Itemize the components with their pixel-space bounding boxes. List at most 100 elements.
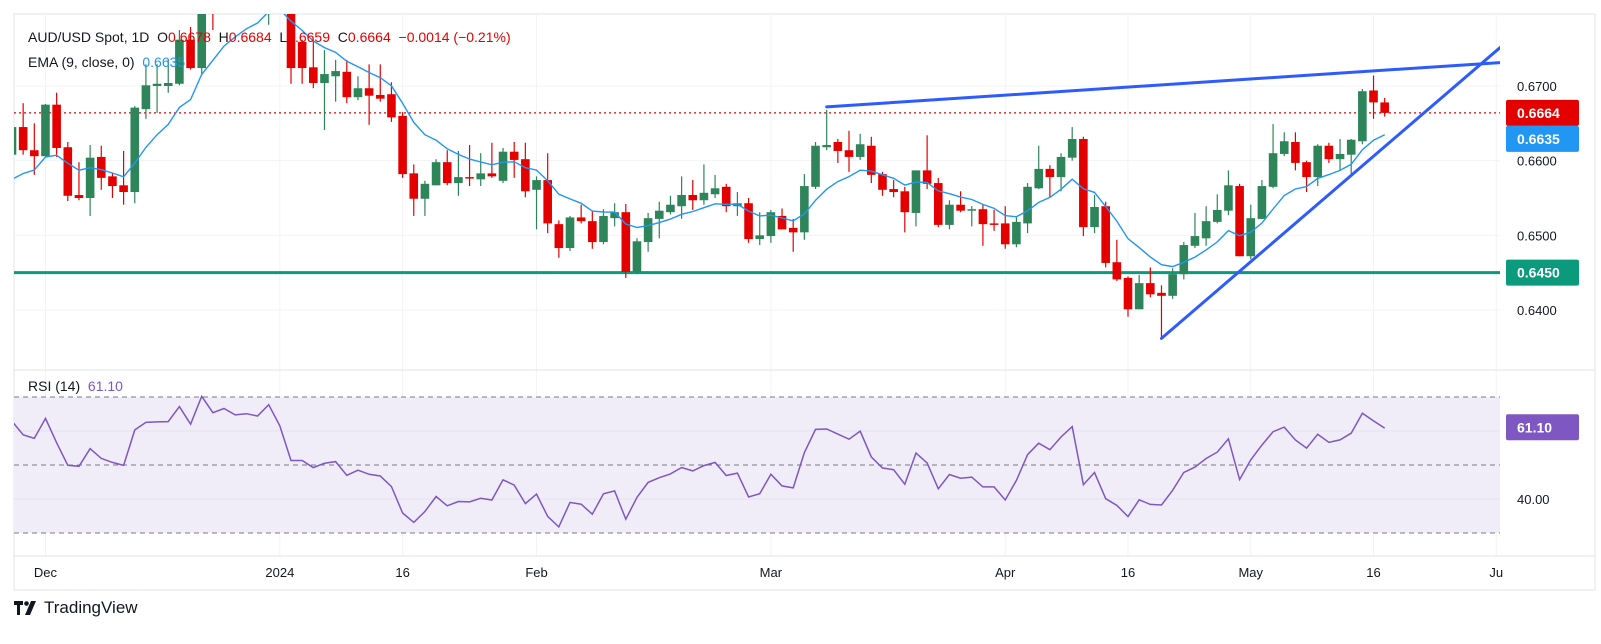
candle-bullish — [476, 153, 486, 187]
candle-body — [509, 151, 519, 160]
candle-body — [699, 192, 709, 201]
symbol-title: AUD/USD Spot, 1D — [28, 29, 150, 45]
candle-bullish — [643, 212, 653, 252]
candle-body — [1246, 218, 1256, 257]
candle-body — [1056, 156, 1066, 178]
candle-bullish — [220, 0, 229, 11]
candle-body — [1101, 206, 1110, 263]
candle-body — [532, 180, 541, 190]
price-axis-label: 0.6700 — [1517, 79, 1557, 94]
candle-bullish — [811, 142, 820, 190]
ema-legend[interactable]: EMA (9, close, 0) 0.6635 — [28, 53, 185, 71]
candle-body — [621, 212, 631, 272]
candle-body — [1235, 186, 1244, 257]
price-axis-label: 0.6600 — [1517, 154, 1557, 169]
candle-body — [96, 156, 106, 178]
high-value: 0.6684 — [228, 29, 272, 45]
candle-body — [353, 88, 363, 98]
candle-bullish — [1346, 139, 1356, 177]
candle-bullish — [1224, 170, 1233, 216]
candle-body — [130, 107, 140, 193]
rsi-legend[interactable]: RSI (14) 61.10 — [28, 377, 123, 395]
candle-body — [209, 0, 218, 4]
candle-body — [197, 14, 207, 69]
rsi-pane[interactable] — [12, 394, 1500, 534]
candle-body — [476, 173, 486, 180]
candle-bearish — [922, 135, 932, 190]
candle-bearish — [621, 203, 631, 278]
candle-bearish — [878, 171, 887, 196]
time-axis[interactable]: Dec 2024 16 Feb Mar Apr 16 May 16 Ju — [34, 565, 1503, 580]
candle-body — [297, 41, 307, 69]
candle-bullish — [141, 64, 151, 119]
high-label: H — [218, 29, 229, 45]
candle-bullish — [1090, 195, 1099, 234]
trendlines[interactable] — [825, 41, 1508, 340]
candle-bullish — [800, 174, 809, 240]
candle-body — [878, 174, 887, 190]
candle-body — [643, 218, 653, 243]
candle-body — [220, 0, 229, 4]
open-label: O — [157, 29, 169, 45]
price-axis-label: 0.6500 — [1517, 228, 1557, 243]
candle-bearish — [63, 142, 73, 201]
candle-body — [387, 94, 396, 118]
candle-body — [186, 39, 195, 69]
low-value: 0.6659 — [287, 29, 331, 45]
time-axis-label: Apr — [995, 565, 1016, 580]
candle-body — [744, 203, 753, 240]
candle-body — [85, 157, 95, 199]
candle-body — [844, 150, 854, 157]
candle-bearish — [1045, 165, 1055, 199]
candle-body — [956, 204, 965, 211]
candle-bullish — [1034, 145, 1044, 190]
rsi-label: RSI (14) — [28, 378, 81, 394]
candle-bullish — [632, 238, 642, 275]
time-axis-label: May — [1238, 565, 1263, 580]
trendline-upper-resistance[interactable] — [825, 61, 1508, 109]
candle-bullish — [610, 203, 619, 227]
trendline-rising-support[interactable] — [1159, 41, 1507, 340]
candle-body — [119, 185, 128, 193]
tradingview-wordmark: TradingView — [44, 598, 138, 617]
candle-body — [431, 162, 441, 186]
ema-label: EMA (9, close, 0) — [28, 54, 135, 70]
price-axis[interactable]: 0.6700 0.6600 0.6500 0.6400 — [1517, 79, 1557, 318]
candle-body — [721, 186, 731, 207]
candle-body — [1090, 206, 1099, 228]
candle-body — [420, 183, 430, 199]
candle-bullish — [822, 109, 831, 151]
candle-bullish — [353, 76, 363, 101]
candle-bullish — [1023, 183, 1032, 234]
candle-bearish — [900, 186, 910, 233]
time-axis-label: Feb — [525, 565, 547, 580]
candle-body — [163, 83, 173, 86]
open-value: 0.6678 — [168, 29, 211, 45]
candle-body — [63, 147, 73, 196]
candle-bearish — [108, 173, 117, 199]
candle-body — [1380, 102, 1389, 113]
candle-body — [521, 159, 530, 192]
candle-bearish — [398, 112, 407, 178]
low-label: L — [279, 29, 288, 45]
candle-body — [766, 212, 776, 237]
candle-bullish — [420, 180, 430, 216]
time-axis-label: 16 — [1366, 565, 1380, 580]
candle-body — [1045, 168, 1055, 178]
candle-body — [1279, 141, 1289, 154]
candle-bullish — [1179, 242, 1189, 280]
candle-bearish — [297, 39, 307, 84]
candle-body — [1302, 162, 1311, 178]
tradingview-logo[interactable]: TradingView — [14, 598, 138, 618]
candle-bearish — [465, 144, 474, 187]
rsi-axis[interactable]: 40.00 — [1517, 492, 1550, 507]
candle-bullish — [1212, 194, 1222, 224]
candle-body — [1268, 153, 1278, 187]
candle-body — [1190, 236, 1200, 246]
candle-bullish — [197, 14, 207, 75]
candle-body — [364, 88, 374, 96]
symbol-legend[interactable]: AUD/USD Spot, 1D O0.6678 H0.6684 L0.6659… — [28, 28, 511, 46]
candle-body — [1112, 262, 1122, 280]
price-pane[interactable] — [8, 0, 1508, 340]
